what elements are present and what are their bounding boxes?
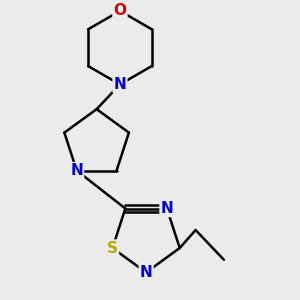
- Text: O: O: [113, 3, 127, 18]
- Text: N: N: [70, 163, 83, 178]
- Text: N: N: [114, 77, 126, 92]
- Text: N: N: [160, 201, 173, 216]
- Text: S: S: [107, 241, 118, 256]
- Text: N: N: [140, 265, 152, 280]
